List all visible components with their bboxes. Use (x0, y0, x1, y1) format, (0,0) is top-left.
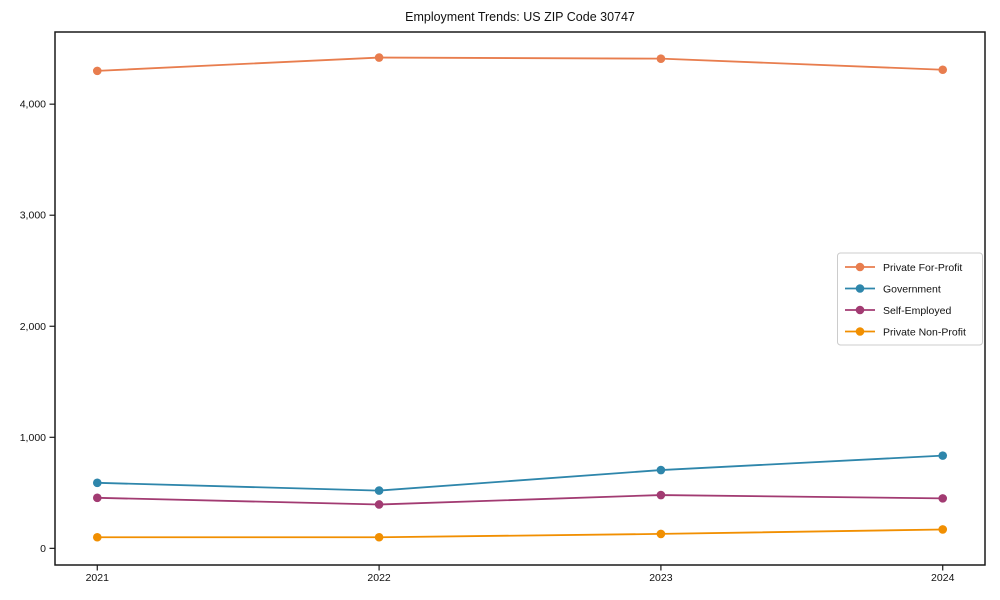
series-line-self-employed (97, 494, 943, 506)
data-point-private-non-profit (374, 532, 384, 542)
x-tick-label: 2024 (931, 572, 955, 584)
data-point-self-employed (374, 500, 384, 509)
data-point-self-employed (938, 494, 948, 503)
y-tick-label: 3,000 (20, 210, 46, 222)
legend: Private For-Profit Government Self-Employe… (837, 252, 983, 346)
data-point-private-for-profit (938, 65, 948, 75)
y-tick-label: 0 (40, 543, 46, 555)
data-point-private-for-profit (656, 54, 666, 63)
series-line-private-non-profit (97, 528, 943, 539)
x-axis: 2021 2022 2023 2024 (86, 565, 955, 584)
data-point-private-non-profit (92, 532, 102, 542)
data-point-private-for-profit (374, 53, 384, 62)
legend-marker (855, 284, 865, 293)
plot-border (54, 31, 986, 566)
series-government (92, 451, 948, 495)
data-point-self-employed (92, 493, 102, 503)
legend-item-private-for-profit: Private For-Profit (845, 262, 962, 274)
legend-label: Private For-Profit (883, 262, 962, 274)
y-tick-label: 2,000 (20, 321, 46, 333)
legend-item-self-employed: Self-Employed (845, 305, 951, 317)
legend-label: Government (883, 283, 941, 295)
data-point-government (374, 486, 384, 495)
legend-label: Private Non-Profit (883, 326, 966, 338)
x-tick-label: 2022 (367, 572, 391, 584)
legend-item-government: Government (845, 283, 941, 295)
series-private-non-profit (92, 525, 948, 542)
series-private-for-profit (92, 53, 948, 76)
series-line-private-for-profit (97, 56, 943, 72)
legend-item-private-non-profit: Private Non-Profit (845, 326, 966, 338)
data-point-government (92, 478, 102, 488)
chart-title: Employment Trends: US ZIP Code 30747 (405, 10, 635, 24)
x-tick-label: 2021 (86, 572, 110, 584)
data-point-private-non-profit (938, 525, 948, 534)
legend-marker (855, 262, 865, 272)
y-axis: 0 1,000 2,000 3,000 4,000 (20, 99, 55, 555)
data-point-private-for-profit (92, 66, 102, 76)
x-tick-label: 2023 (649, 572, 673, 584)
data-point-government (656, 465, 666, 475)
series-self-employed (92, 490, 948, 509)
data-point-private-non-profit (656, 529, 666, 539)
series-line-government (97, 454, 943, 492)
y-tick-label: 4,000 (20, 99, 46, 111)
legend-marker (855, 305, 865, 315)
legend-label: Self-Employed (883, 305, 951, 317)
y-tick-label: 1,000 (20, 432, 46, 444)
legend-marker (855, 327, 865, 336)
data-point-government (938, 451, 948, 460)
legend-box (837, 252, 983, 346)
data-point-self-employed (656, 490, 666, 500)
